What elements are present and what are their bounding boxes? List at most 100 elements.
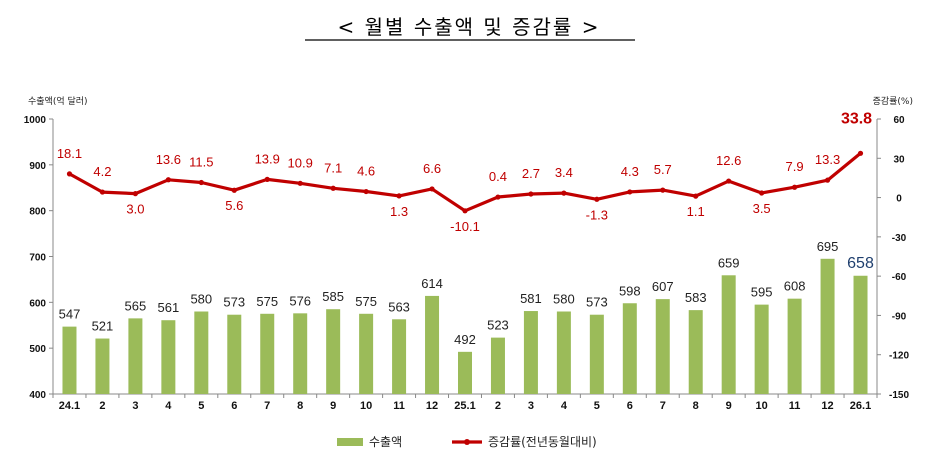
- bar-value-label: 580: [190, 292, 212, 307]
- growth-rate-label: 10.9: [288, 155, 313, 170]
- line-point: [627, 189, 633, 195]
- x-tick-label: 10: [756, 400, 768, 412]
- legend: 수출액 증감률(전년동월대비): [337, 435, 597, 449]
- bar: [194, 311, 209, 394]
- line-point: [231, 187, 237, 193]
- line-point: [363, 188, 369, 195]
- growth-rate-label: 6.6: [423, 161, 441, 176]
- legend-line-marker: [464, 439, 470, 445]
- right-tick-label: -90: [892, 311, 907, 322]
- growth-rate-label: 2.7: [522, 166, 540, 181]
- left-tick-label: 900: [29, 161, 46, 172]
- left-tick-label: 800: [29, 207, 46, 218]
- line-point: [495, 194, 501, 200]
- line-point: [99, 189, 106, 195]
- bar-value-label: 575: [256, 294, 278, 309]
- growth-rate-label: 11.5: [189, 155, 213, 170]
- line-point: [594, 196, 600, 202]
- line-series: [66, 150, 864, 214]
- bar: [622, 303, 637, 394]
- left-tick-label: 600: [29, 298, 46, 309]
- right-tick-label: 30: [893, 154, 905, 165]
- bar-series: [62, 258, 868, 394]
- x-tick-label: 12: [426, 400, 438, 412]
- bar: [589, 314, 604, 394]
- growth-rate-label: 7.1: [324, 160, 342, 175]
- growth-rate-label: 4.2: [93, 164, 111, 179]
- left-tick-label: 1000: [24, 115, 47, 126]
- x-tick-label: 4: [561, 400, 568, 412]
- x-tick-label: 26.1: [850, 400, 871, 412]
- line-point: [857, 150, 864, 156]
- x-tick-label: 7: [264, 400, 270, 412]
- right-tick-label: -150: [889, 390, 909, 401]
- bar-value-label: 575: [355, 294, 377, 309]
- bar-value-label: 576: [289, 293, 311, 308]
- growth-rate-label: 4.3: [621, 164, 639, 179]
- bar-value-label: 659: [718, 255, 740, 270]
- x-tick-label: 7: [660, 400, 666, 412]
- bar: [128, 318, 143, 394]
- x-tick-label: 9: [726, 400, 732, 412]
- bar-value-label: 521: [92, 319, 114, 334]
- x-tick-label: 6: [627, 400, 633, 412]
- axes: 4005006007008009001000-150-120-90-60-300…: [24, 115, 910, 412]
- growth-rate-label: 3.5: [753, 201, 771, 216]
- bar: [425, 295, 440, 394]
- x-tick-label: 9: [330, 400, 336, 412]
- bar: [62, 326, 77, 394]
- growth-rate-label: 13.3: [815, 152, 840, 167]
- chart-title: < 월별 수출액 및 증감률 >: [338, 15, 601, 39]
- bar: [95, 338, 110, 394]
- bar: [458, 351, 472, 394]
- growth-rate-label: 5.7: [654, 162, 672, 177]
- line-point: [726, 178, 732, 184]
- bar: [787, 298, 802, 394]
- bar-value-label: 573: [223, 295, 245, 310]
- growth-rate-line: [68, 152, 862, 213]
- line-point: [561, 190, 567, 196]
- right-tick-label: 60: [893, 115, 905, 126]
- growth-rate-label: 4.6: [357, 164, 375, 179]
- bar: [754, 304, 769, 394]
- line-point: [429, 186, 435, 192]
- bar: [293, 313, 308, 394]
- bar-value-label: 595: [751, 285, 773, 300]
- growth-rate-label: 3.0: [126, 202, 144, 217]
- line-point: [462, 208, 468, 214]
- legend-bar-swatch: [337, 438, 363, 446]
- bar: [490, 337, 505, 394]
- bar: [161, 320, 176, 394]
- growth-rate-label: 33.8: [841, 110, 872, 127]
- x-tick-label: 25.1: [454, 400, 475, 412]
- bar-value-label: 492: [454, 332, 476, 347]
- data-labels: 547 521 565 561 580 573 575 576 585 575 563 614 492 5…: [57, 110, 874, 347]
- growth-rate-label: 1.1: [687, 204, 705, 219]
- line-point: [297, 180, 303, 186]
- x-tick-label: 11: [393, 400, 405, 412]
- right-tick-label: -60: [892, 272, 907, 283]
- growth-rate-label: 13.9: [255, 151, 280, 166]
- line-point: [132, 191, 138, 197]
- line-point: [165, 177, 171, 183]
- growth-rate-label: 13.6: [156, 152, 181, 167]
- line-point: [693, 193, 699, 199]
- legend-bar-label: 수출액: [369, 435, 402, 449]
- bar: [326, 309, 341, 394]
- growth-rate-label: 18.1: [57, 146, 82, 161]
- line-point: [759, 190, 765, 196]
- growth-rate-label: 12.6: [716, 153, 741, 168]
- bar-value-label: 583: [685, 290, 707, 305]
- line-point: [264, 176, 270, 182]
- line-point: [66, 171, 73, 177]
- bar: [688, 310, 703, 394]
- bar-value-label: 585: [322, 289, 344, 304]
- bar-value-label: 523: [487, 318, 509, 333]
- bar: [227, 314, 242, 394]
- x-tick-label: 5: [198, 400, 204, 412]
- bar: [392, 319, 407, 394]
- bar-value-label: 561: [158, 300, 180, 315]
- x-tick-label: 11: [789, 400, 801, 412]
- bar: [820, 258, 835, 394]
